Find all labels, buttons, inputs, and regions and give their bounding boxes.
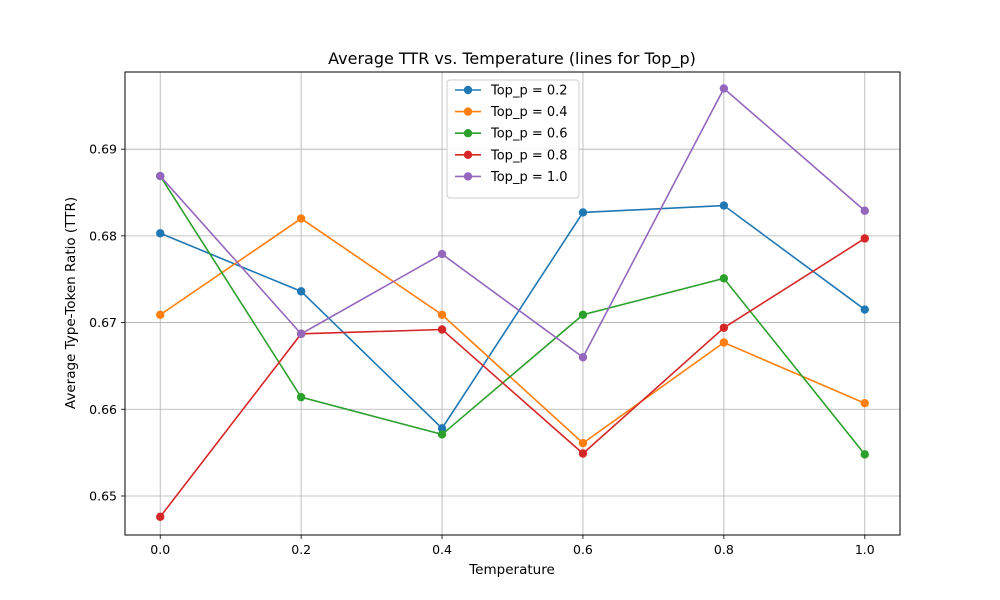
- data-point: [860, 305, 869, 314]
- legend-box: [446, 79, 580, 199]
- legend-swatch-marker: [463, 172, 473, 181]
- legend-label: Top_p = 0.8: [490, 148, 568, 163]
- data-point: [578, 208, 588, 217]
- data-point: [437, 249, 447, 259]
- data-point: [860, 234, 869, 243]
- chart-title: Average TTR vs. Temperature (lines for T…: [328, 49, 696, 69]
- series-2: [156, 171, 869, 459]
- y-tick-label: 0.65: [89, 488, 117, 503]
- data-point: [437, 430, 447, 439]
- series-line: [159, 175, 866, 455]
- x-tick-label: 0.6: [573, 542, 593, 557]
- legend-label: Top_p = 0.4: [490, 105, 568, 120]
- data-point: [719, 338, 729, 347]
- series-line: [159, 217, 866, 445]
- legend-swatch-marker: [463, 107, 473, 116]
- legend-swatch-marker: [463, 129, 473, 138]
- data-point: [156, 310, 165, 319]
- data-point: [578, 353, 588, 362]
- series-4: [156, 84, 869, 362]
- x-tick-label: 0.4: [432, 542, 452, 557]
- data-point: [719, 323, 729, 332]
- data-point: [860, 399, 869, 408]
- data-point: [156, 229, 165, 238]
- data-point: [296, 214, 306, 223]
- series-1: [156, 214, 869, 448]
- series-3: [156, 234, 869, 521]
- y-tick-label: 0.69: [89, 142, 117, 157]
- data-point: [860, 450, 869, 459]
- data-point: [156, 512, 165, 521]
- data-point: [437, 325, 447, 334]
- legend-item: Top_p = 0.6: [455, 127, 568, 142]
- data-point: [719, 274, 729, 283]
- legend-item: Top_p = 0.2: [455, 84, 568, 99]
- series-0: [156, 201, 869, 433]
- legend-label: Top_p = 0.2: [490, 84, 568, 99]
- data-point: [719, 84, 729, 93]
- legend-swatch-marker: [463, 150, 473, 159]
- data-point: [719, 201, 729, 210]
- data-point: [437, 424, 447, 433]
- x-axis-title: Temperature: [468, 562, 555, 578]
- y-axis: 0.65 0.66 0.67 0.68 0.69: [89, 142, 125, 503]
- legend-item: Top_p = 0.4: [455, 105, 568, 120]
- legend-swatch-marker: [463, 85, 473, 95]
- data-point: [578, 310, 588, 319]
- legend-item: Top_p = 1.0: [455, 170, 568, 185]
- legend-label: Top_p = 1.0: [490, 170, 568, 185]
- data-point: [578, 449, 588, 458]
- data-point: [296, 392, 306, 402]
- data-point: [437, 310, 447, 319]
- data-point: [156, 171, 165, 181]
- y-tick-label: 0.67: [89, 315, 117, 330]
- legend-item: Top_p = 0.8: [455, 148, 568, 163]
- y-tick-label: 0.66: [89, 402, 117, 417]
- series-line: [159, 204, 866, 430]
- data-point: [296, 329, 306, 339]
- x-tick-label: 1.0: [855, 542, 875, 557]
- x-axis: 0.0 0.2 0.4 0.6 0.8 1.0: [150, 535, 875, 557]
- y-axis-title: Average Type-Token Ratio (TTR): [63, 197, 79, 409]
- x-tick-label: 0.0: [150, 542, 170, 557]
- grid: [125, 72, 900, 535]
- data-point: [860, 206, 869, 215]
- x-tick-label: 0.8: [714, 542, 734, 557]
- legend-label: Top_p = 0.6: [490, 127, 568, 142]
- x-tick-label: 0.2: [291, 542, 311, 557]
- series-layer: [156, 84, 869, 521]
- legend: Top_p = 0.2 Top_p = 0.4 Top_p = 0.6 Top_p =…: [446, 79, 580, 199]
- series-line: [159, 87, 866, 359]
- y-tick-label: 0.68: [89, 228, 117, 243]
- data-point: [296, 287, 306, 296]
- data-point: [578, 438, 588, 448]
- series-line: [159, 237, 866, 518]
- plot-frame: [124, 71, 901, 536]
